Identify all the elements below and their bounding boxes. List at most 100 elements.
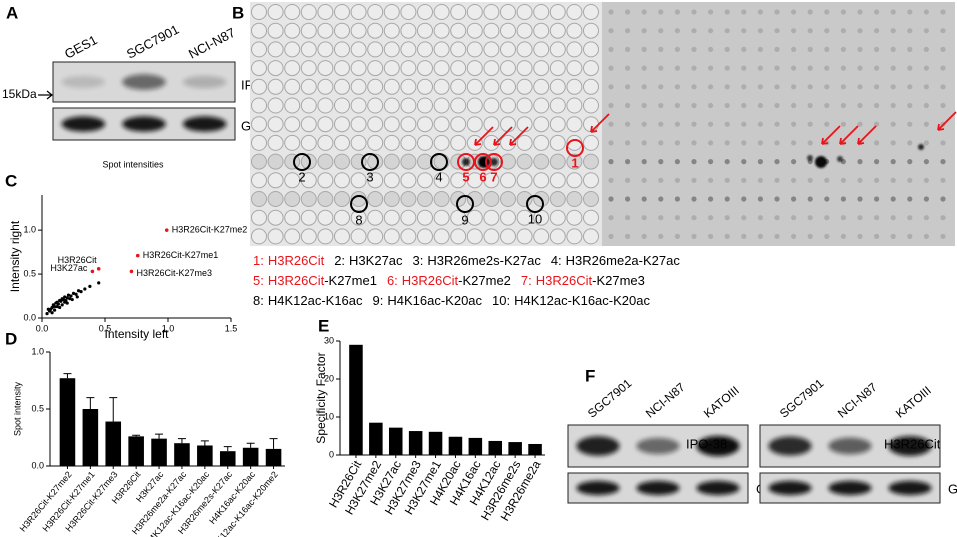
array-spot xyxy=(417,134,433,151)
array-spot xyxy=(383,191,400,207)
spot-ring xyxy=(350,195,368,213)
array-dot xyxy=(625,140,631,146)
array-spot xyxy=(483,60,500,77)
scatter-point xyxy=(56,302,60,306)
array-dot xyxy=(840,177,847,183)
bar xyxy=(265,448,282,466)
array-dot xyxy=(791,196,797,202)
array-spot xyxy=(466,116,483,133)
y-tick-label: 1.0 xyxy=(23,225,36,235)
array-spot xyxy=(284,60,301,77)
array-spot xyxy=(433,116,450,133)
array-spot xyxy=(317,172,334,189)
array-dot xyxy=(691,215,697,221)
array-spot xyxy=(500,172,516,189)
array-spot xyxy=(433,191,450,207)
array-spot xyxy=(549,60,566,77)
array-spot xyxy=(383,209,400,226)
array-dot xyxy=(757,46,764,53)
array-spot xyxy=(317,209,334,226)
array-spot xyxy=(549,153,566,170)
array-spot xyxy=(433,60,450,77)
array-dot xyxy=(674,215,681,221)
array-spot xyxy=(400,41,417,58)
array-spot xyxy=(583,134,599,151)
array-spot xyxy=(317,116,334,133)
red-arrow xyxy=(509,126,529,146)
array-dot xyxy=(691,102,697,109)
array-dot xyxy=(757,140,764,146)
spot-number: 3 xyxy=(366,169,373,184)
array-spot xyxy=(350,209,367,226)
array-spot xyxy=(500,60,516,77)
array-dot xyxy=(691,84,697,90)
array-spot xyxy=(334,191,350,207)
scatter-point xyxy=(50,305,54,310)
array-dot xyxy=(940,46,946,53)
array-dot xyxy=(724,28,730,34)
array-dot xyxy=(824,177,830,183)
key-suffix: -K27me3 xyxy=(592,273,645,288)
array-spot xyxy=(516,228,533,245)
array-spot xyxy=(417,41,433,58)
array-dot xyxy=(608,177,614,183)
array-spot xyxy=(566,191,583,207)
array-spot xyxy=(450,60,467,77)
array-dot xyxy=(807,102,813,109)
spot-key-line: 8: H4K12ac-K16ac 9: H4K16ac-K20ac 10: H4K12ac… xyxy=(253,293,650,308)
array-dot xyxy=(857,233,863,239)
array-spot xyxy=(433,78,450,95)
array-spot xyxy=(417,60,433,77)
array-spot xyxy=(383,4,400,20)
array-spot xyxy=(500,78,516,95)
spot-key-line: 1: H3R26Cit 2: H3K27ac 3: H3R26me2s-K27ac 4: H3… xyxy=(253,253,680,268)
array-dot xyxy=(708,177,714,183)
array-spot xyxy=(300,22,317,39)
array-dot xyxy=(724,233,730,239)
array-spot xyxy=(367,228,384,245)
array-spot xyxy=(367,97,384,114)
scatter-point xyxy=(88,284,92,288)
array-dot xyxy=(774,233,780,239)
array-dot xyxy=(691,121,697,127)
blot-target: H3R26Cit xyxy=(884,436,941,451)
array-spot xyxy=(267,41,284,58)
point-label: H3R26Cit-K27me1 xyxy=(143,250,219,260)
spot-ring xyxy=(526,195,544,213)
y-axis-label: Specificity Factor xyxy=(314,352,328,443)
array-spot xyxy=(533,60,550,77)
array-dot xyxy=(641,140,647,146)
array-spot xyxy=(267,209,284,226)
bar xyxy=(174,443,190,466)
array-dot xyxy=(641,121,647,127)
array-dot xyxy=(791,65,797,71)
panel-letter: A xyxy=(6,3,18,22)
array-spot xyxy=(566,97,583,114)
array-spot xyxy=(400,97,417,114)
array-dot xyxy=(907,233,913,239)
array-dot xyxy=(658,196,664,202)
array-spot xyxy=(533,97,550,114)
array-spot xyxy=(284,116,301,133)
array-dot xyxy=(791,84,797,90)
array-dot xyxy=(708,65,714,71)
array-spot xyxy=(334,22,350,39)
array-spot xyxy=(367,41,384,58)
y-tick-label: 30 xyxy=(324,335,334,345)
blot-band xyxy=(696,480,740,496)
key-name: H4K12ac-K16ac-K20ac xyxy=(514,293,650,308)
array-dot xyxy=(774,159,780,165)
array-spot xyxy=(516,97,533,114)
blot-band xyxy=(768,436,812,456)
array-dot xyxy=(791,46,797,53)
array-dot xyxy=(874,233,880,239)
array-spot xyxy=(350,22,367,39)
array-dot xyxy=(840,121,847,127)
array-dot xyxy=(923,102,930,109)
array-spot xyxy=(317,134,334,151)
lane-label: SGC7901 xyxy=(777,376,827,421)
array-spot xyxy=(583,191,599,207)
key-suffix: -K27me1 xyxy=(324,273,377,288)
